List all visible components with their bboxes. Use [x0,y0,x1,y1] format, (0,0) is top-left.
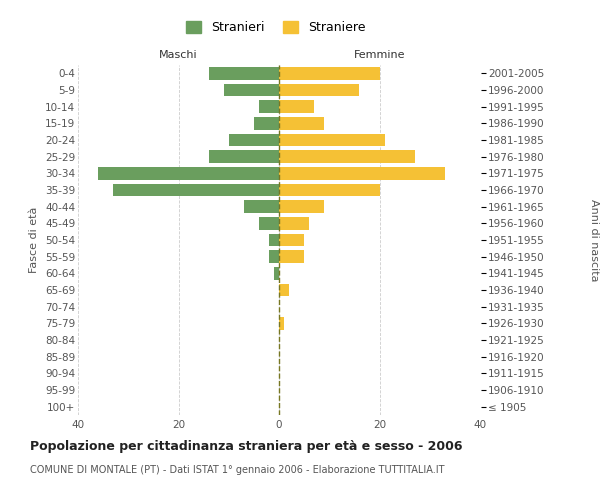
Bar [259,100,279,113]
Bar [279,100,314,113]
Bar [279,184,380,196]
Bar [269,234,279,246]
Bar [279,134,385,146]
Bar [98,167,279,179]
Bar [254,117,279,130]
Bar [274,267,279,280]
Bar [224,84,279,96]
Text: Femmine: Femmine [354,50,405,60]
Bar [279,250,304,263]
Bar [279,284,289,296]
Text: Popolazione per cittadinanza straniera per età e sesso - 2006: Popolazione per cittadinanza straniera p… [30,440,463,453]
Bar [113,184,279,196]
Bar [209,150,279,163]
Text: Maschi: Maschi [159,50,198,60]
Bar [279,234,304,246]
Bar [269,250,279,263]
Bar [209,67,279,80]
Bar [279,200,324,213]
Bar [279,117,324,130]
Bar [279,67,380,80]
Bar [279,150,415,163]
Bar [279,84,359,96]
Bar [279,167,445,179]
Text: Anni di nascita: Anni di nascita [589,198,599,281]
Legend: Stranieri, Straniere: Stranieri, Straniere [181,16,371,40]
Bar [229,134,279,146]
Bar [244,200,279,213]
Bar [259,217,279,230]
Bar [279,317,284,330]
Text: COMUNE DI MONTALE (PT) - Dati ISTAT 1° gennaio 2006 - Elaborazione TUTTITALIA.IT: COMUNE DI MONTALE (PT) - Dati ISTAT 1° g… [30,465,445,475]
Y-axis label: Fasce di età: Fasce di età [29,207,40,273]
Bar [279,217,309,230]
